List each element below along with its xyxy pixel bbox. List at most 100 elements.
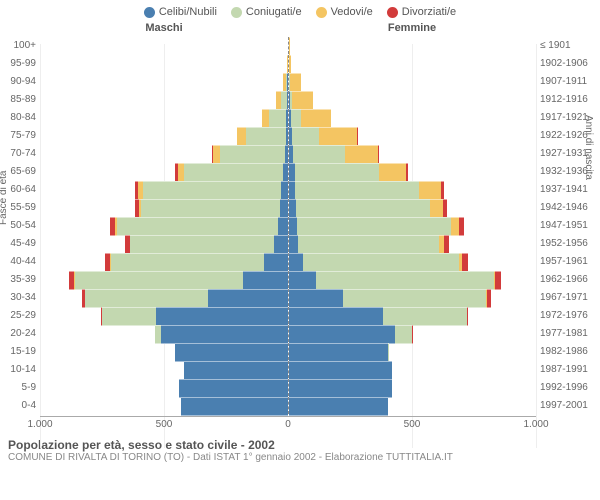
bar-segment	[443, 199, 447, 218]
bar-segment	[292, 91, 313, 110]
bar-segment	[262, 109, 269, 128]
legend: Celibi/NubiliConiugati/eVedovi/eDivorzia…	[0, 0, 600, 18]
pyramid-row: 20-241977-1981	[0, 324, 600, 342]
pyramid-row: 75-791922-1926	[0, 126, 600, 144]
female-bar	[288, 91, 537, 108]
female-bar	[288, 127, 537, 144]
pyramid-row: 95-991902-1906	[0, 54, 600, 72]
male-bar	[40, 397, 288, 414]
bar-segment	[179, 379, 288, 398]
birth-year-label: 1967-1971	[536, 292, 600, 303]
bar-segment	[295, 181, 419, 200]
male-bar	[40, 109, 288, 126]
bar-segment	[289, 307, 383, 326]
male-bar	[40, 145, 288, 162]
bar-segment	[269, 109, 286, 128]
bar-area	[40, 325, 536, 342]
birth-year-label: 1987-1991	[536, 364, 600, 375]
age-label: 45-49	[0, 238, 40, 249]
bar-segment	[296, 199, 430, 218]
bar-area	[40, 145, 536, 162]
age-label: 55-59	[0, 202, 40, 213]
bar-segment	[289, 55, 291, 74]
bar-segment	[343, 289, 487, 308]
male-bar	[40, 253, 288, 270]
male-bar	[40, 91, 288, 108]
male-bar	[40, 199, 288, 216]
header-female: Femmine	[288, 22, 536, 34]
legend-label: Coniugati/e	[246, 6, 302, 18]
pyramid-row: 30-34 1967-1971	[0, 288, 600, 306]
bar-segment	[378, 145, 379, 164]
age-label: 70-74	[0, 148, 40, 159]
bar-segment	[395, 325, 412, 344]
bar-segment	[487, 289, 491, 308]
birth-year-label: 1907-1911	[536, 76, 600, 87]
chart-subtitle: COMUNE DI RIVALTA DI TORINO (TO) - Dati …	[8, 452, 592, 463]
bar-segment	[383, 307, 467, 326]
bar-segment	[289, 397, 388, 416]
male-bar	[40, 271, 288, 288]
legend-label: Celibi/Nubili	[159, 6, 217, 18]
bar-area	[40, 199, 536, 216]
x-tick: 500	[404, 419, 421, 430]
bar-segment	[237, 127, 246, 146]
pyramid-row: 55-591942-1946	[0, 198, 600, 216]
female-bar	[288, 271, 537, 288]
bar-segment	[130, 235, 274, 254]
bar-area	[40, 217, 536, 234]
bar-area	[40, 37, 536, 54]
bar-area	[40, 397, 536, 414]
age-label: 15-19	[0, 346, 40, 357]
birth-year-label: 1912-1916	[536, 94, 600, 105]
female-bar	[288, 37, 537, 54]
birth-year-label: ≤ 1901	[536, 40, 600, 51]
pyramid-row: 60-641937-1941	[0, 180, 600, 198]
column-headers: Maschi Femmine	[0, 22, 600, 34]
bar-segment	[264, 253, 288, 272]
x-tick: 500	[156, 419, 173, 430]
pyramid-row: 45-491952-1956	[0, 234, 600, 252]
pyramid-row: 40-441957-1961	[0, 252, 600, 270]
bar-segment	[243, 271, 288, 290]
bar-segment	[181, 397, 287, 416]
bar-segment	[208, 289, 287, 308]
pyramid-row: 80-841917-1921	[0, 108, 600, 126]
female-bar	[288, 307, 537, 324]
bar-segment	[301, 109, 331, 128]
bar-segment	[111, 253, 264, 272]
male-bar	[40, 37, 288, 54]
female-bar	[288, 73, 537, 90]
birth-year-label: 1937-1941	[536, 184, 600, 195]
bar-area	[40, 109, 536, 126]
bar-segment	[293, 145, 345, 164]
x-tick: 1.000	[523, 419, 548, 430]
bar-segment	[467, 307, 468, 326]
pyramid-row: 15-19 1982-1986	[0, 342, 600, 360]
birth-year-label: 1982-1986	[536, 346, 600, 357]
bar-segment	[117, 217, 278, 236]
age-label: 30-34	[0, 292, 40, 303]
legend-label: Divorziati/e	[402, 6, 456, 18]
bar-segment	[278, 217, 288, 236]
male-bar	[40, 307, 288, 324]
bar-segment	[406, 163, 408, 182]
legend-item: Divorziati/e	[387, 6, 456, 18]
birth-year-label: 1927-1931	[536, 148, 600, 159]
male-bar	[40, 163, 288, 180]
bar-segment	[298, 235, 439, 254]
female-bar	[288, 361, 537, 378]
legend-item: Coniugati/e	[231, 6, 302, 18]
bar-area	[40, 289, 536, 306]
male-bar	[40, 235, 288, 252]
age-label: 25-29	[0, 310, 40, 321]
female-bar	[288, 181, 537, 198]
age-label: 85-89	[0, 94, 40, 105]
female-bar	[288, 397, 537, 414]
bar-area	[40, 127, 536, 144]
legend-swatch	[316, 7, 327, 18]
bar-segment	[102, 307, 156, 326]
bar-area	[40, 181, 536, 198]
birth-year-label: 1972-1976	[536, 310, 600, 321]
bar-segment	[184, 361, 288, 380]
